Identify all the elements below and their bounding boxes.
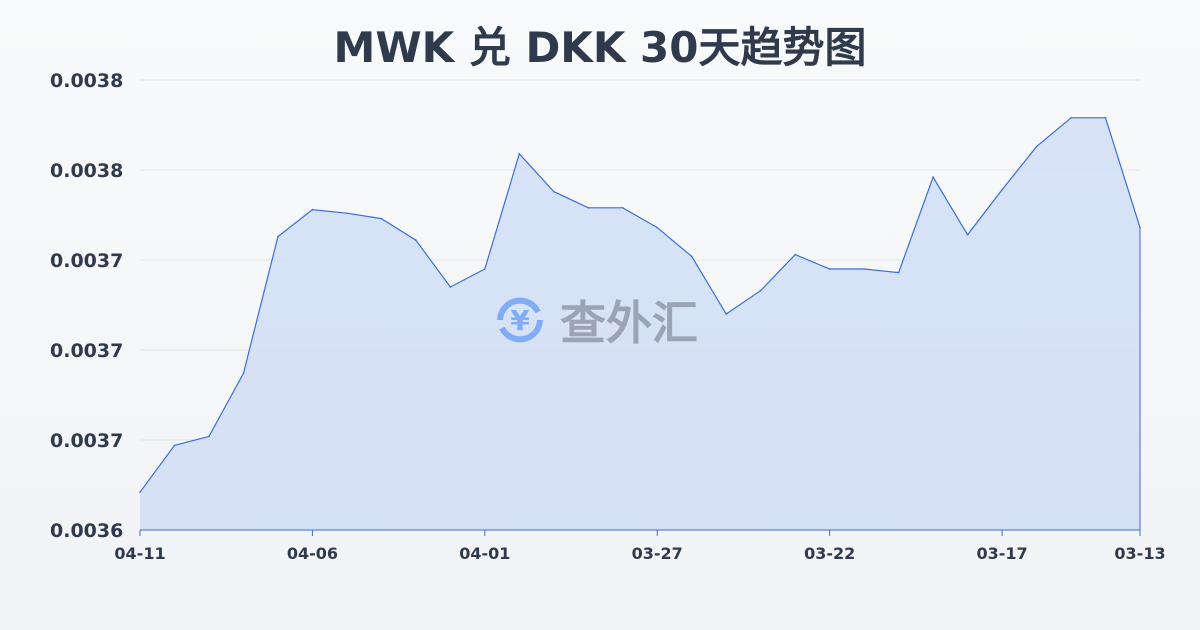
data-point — [966, 234, 969, 236]
data-point — [139, 491, 141, 494]
data-point — [932, 176, 934, 178]
x-tick-label: 03-13 — [1114, 544, 1165, 563]
watermark: ¥ 查外汇 — [490, 287, 698, 353]
data-point — [1001, 189, 1003, 191]
data-point — [621, 207, 624, 209]
data-point — [828, 268, 831, 270]
data-point — [449, 286, 452, 288]
data-point — [1070, 117, 1072, 119]
data-point — [208, 435, 210, 438]
watermark-text: 查外汇 — [560, 296, 698, 350]
data-point — [656, 226, 659, 229]
data-point — [794, 253, 796, 256]
data-point — [587, 207, 590, 209]
data-point — [759, 289, 762, 292]
data-point — [725, 313, 728, 315]
x-tick-label: 04-01 — [459, 544, 510, 563]
data-point — [173, 444, 176, 447]
yen-exchange-icon: ¥ — [497, 297, 543, 343]
data-point — [277, 235, 279, 238]
series-line — [139, 117, 1141, 493]
y-tick-label: 0.0038 — [50, 160, 123, 182]
data-point — [1035, 145, 1038, 148]
svg-text:¥: ¥ — [510, 304, 530, 337]
data-point — [897, 271, 900, 274]
data-point — [415, 239, 417, 241]
x-tick-label: 03-17 — [976, 544, 1027, 563]
chart-title: MWK 兑 DKK 30天趋势图 — [333, 23, 867, 72]
data-point — [863, 268, 865, 270]
y-tick-label: 0.0037 — [50, 430, 123, 452]
y-tick-label: 0.0037 — [50, 340, 123, 362]
data-point — [552, 190, 555, 193]
x-tick-label: 04-11 — [114, 544, 165, 563]
data-point — [242, 372, 245, 375]
data-point — [1139, 226, 1141, 229]
data-point — [518, 153, 521, 155]
y-tick-label: 0.0038 — [50, 70, 123, 92]
area-fill — [140, 117, 1140, 531]
y-tick-label: 0.0037 — [50, 250, 123, 272]
data-point — [380, 217, 383, 220]
data-point — [1104, 117, 1107, 119]
data-point — [484, 268, 486, 270]
x-tick-label: 03-22 — [804, 544, 855, 563]
x-tick-label: 04-06 — [287, 544, 338, 563]
data-point — [311, 208, 314, 211]
y-tick-label: 0.0036 — [50, 520, 123, 542]
data-point — [690, 255, 693, 258]
data-point — [346, 212, 348, 214]
x-tick-label: 03-27 — [632, 544, 683, 563]
